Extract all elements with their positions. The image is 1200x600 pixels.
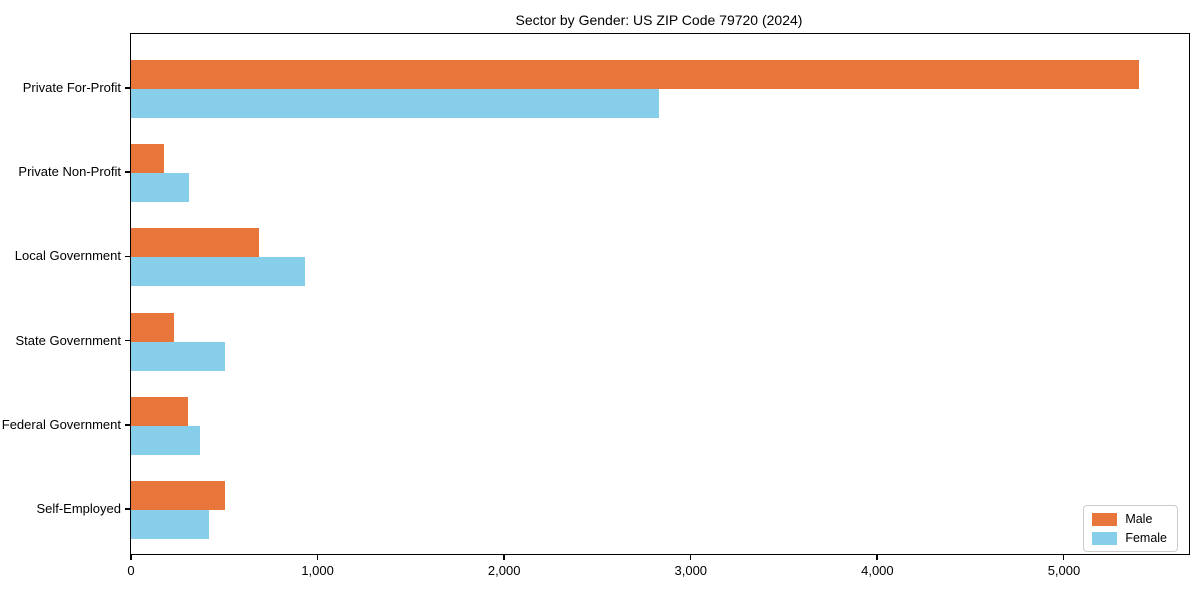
x-axis-tick-label: 5,000 <box>1047 563 1081 578</box>
y-axis-label-state-government: State Government <box>15 332 122 348</box>
legend-item-female: Female <box>1092 531 1167 545</box>
y-axis-tick <box>125 508 130 510</box>
x-axis-tick-label: 1,000 <box>301 563 334 578</box>
x-axis-tick <box>689 554 692 560</box>
y-axis-tick <box>125 339 130 342</box>
x-axis-tick-label: 2,000 <box>487 563 521 578</box>
bar-female-self-employed <box>131 510 210 539</box>
chart-title: Sector by Gender: US ZIP Code 79720 (202… <box>515 12 803 28</box>
x-axis-tick <box>876 554 878 560</box>
bar-female-private-for-profit <box>131 89 660 118</box>
x-axis-tick <box>503 554 505 560</box>
x-axis-tick-label: 3,000 <box>674 563 708 578</box>
bar-female-local-government <box>131 257 306 287</box>
legend-item-male: Male <box>1092 512 1167 526</box>
x-axis-tick <box>316 554 319 560</box>
x-axis-tick-label: 4,000 <box>861 563 894 578</box>
legend-label-female: Female <box>1125 531 1167 545</box>
y-axis-label-local-government: Local Government <box>14 248 121 264</box>
y-axis-label-private-non-profit: Private Non-Profit <box>18 164 121 180</box>
bar-male-local-government <box>131 228 259 258</box>
bar-female-federal-government <box>131 425 201 455</box>
plot-area <box>130 33 1190 555</box>
bar-female-state-government <box>131 341 226 371</box>
y-axis-tick <box>125 87 130 89</box>
legend-swatch-female <box>1092 531 1118 545</box>
y-axis-label-federal-government: Federal Government <box>1 416 121 432</box>
bar-male-state-government <box>131 312 174 342</box>
x-axis-tick <box>1062 554 1065 560</box>
legend-label-male: Male <box>1125 512 1153 526</box>
x-axis-tick <box>130 554 132 560</box>
bar-male-federal-government <box>131 396 188 426</box>
y-axis-tick <box>125 171 130 173</box>
bar-male-self-employed <box>131 481 226 510</box>
legend-swatch-male <box>1092 512 1118 526</box>
y-axis-tick <box>125 255 130 258</box>
bar-male-private-non-profit <box>131 144 164 174</box>
x-axis-tick-label: 0 <box>127 563 135 578</box>
y-axis-label-private-for-profit: Private For-Profit <box>22 80 121 95</box>
bar-male-private-for-profit <box>131 60 1139 89</box>
y-axis-tick <box>125 424 130 426</box>
y-axis-label-self-employed: Self-Employed <box>36 501 121 516</box>
bar-female-private-non-profit <box>131 173 189 203</box>
legend: Male Female <box>1083 505 1178 552</box>
